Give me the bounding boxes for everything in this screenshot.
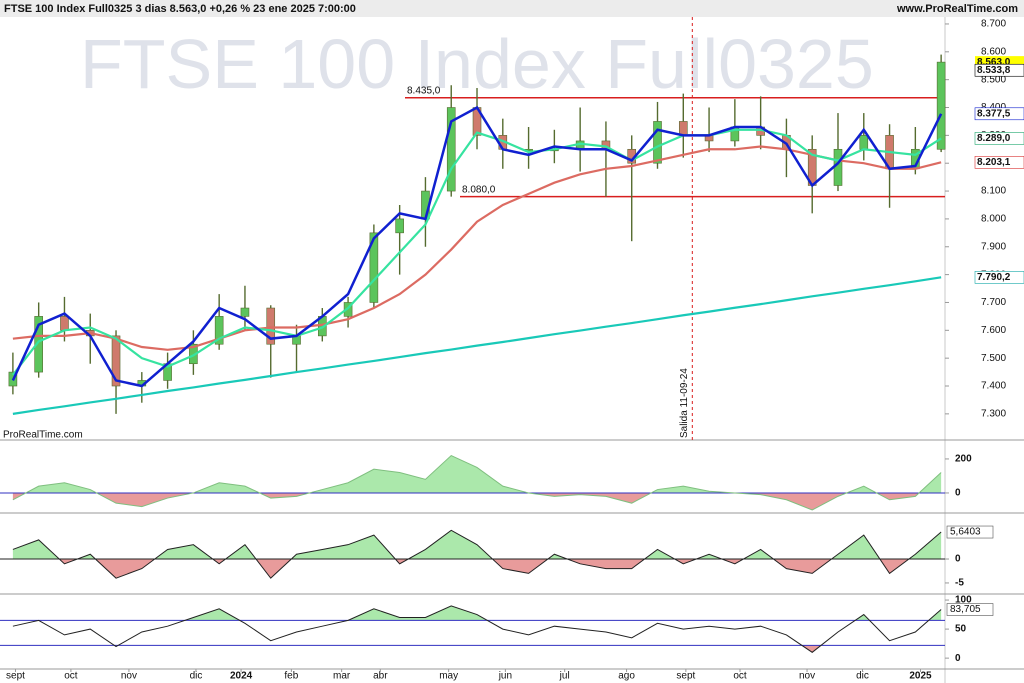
price-label-box xyxy=(974,271,1024,284)
y-tick-label: 7.700 xyxy=(981,297,1006,308)
credit: ProRealTime.com xyxy=(3,430,83,441)
y-tick-label: 8.500 xyxy=(981,74,1006,85)
x-tick-label: oct xyxy=(733,671,747,682)
y-tick-label: 100 xyxy=(955,595,972,606)
x-tick-label: 2025 xyxy=(909,671,932,682)
candle-body xyxy=(60,316,69,331)
y-tick-label: 0 xyxy=(955,488,961,499)
area-positive xyxy=(12,605,942,621)
price-label-box xyxy=(974,156,1024,169)
candle-body xyxy=(240,307,250,317)
value-label-box xyxy=(946,603,994,616)
y-tick-label: 0 xyxy=(955,554,961,565)
area-negative xyxy=(12,492,920,510)
price-label: 8.563,0 xyxy=(977,57,1011,68)
moving-average xyxy=(12,276,942,415)
x-tick-label: ago xyxy=(618,671,635,682)
x-tick-label: dic xyxy=(856,671,869,682)
y-tick-label: 7.600 xyxy=(981,325,1006,336)
y-tick-label: 7.300 xyxy=(981,409,1006,420)
x-tick-label: dic xyxy=(190,671,203,682)
area-negative xyxy=(12,559,942,579)
x-tick-label: abr xyxy=(373,671,388,682)
candle-body xyxy=(936,61,946,150)
y-tick-label: 7.900 xyxy=(981,241,1006,252)
support-label: 8.435,0 xyxy=(407,85,441,96)
candle-body xyxy=(111,335,121,387)
candle-body xyxy=(678,121,688,136)
candle-body xyxy=(369,232,379,303)
x-tick-label: nov xyxy=(799,671,815,682)
source[interactable]: www.ProRealTime.com xyxy=(896,3,1018,15)
y-tick-label: 7.500 xyxy=(981,353,1006,364)
area-positive xyxy=(12,455,942,493)
x-tick-label: nov xyxy=(121,671,137,682)
x-tick-label: may xyxy=(439,671,458,682)
price-label-box xyxy=(974,63,1024,77)
y-tick-label: 8.000 xyxy=(981,214,1006,225)
y-tick-label: 8.100 xyxy=(981,186,1006,197)
candle-body xyxy=(214,316,224,345)
y-tick-label: 50 xyxy=(955,624,967,635)
x-tick-label: jun xyxy=(498,671,512,682)
price-label-box xyxy=(974,132,1024,145)
indicator-line xyxy=(12,605,942,653)
y-tick-label: 8.600 xyxy=(981,46,1006,57)
candle-body xyxy=(653,121,662,164)
x-tick-label: jul xyxy=(559,671,570,682)
header-bar xyxy=(0,0,1024,17)
candle-body xyxy=(266,307,276,345)
y-tick-label: -5 xyxy=(955,578,964,589)
x-tick-label: sept xyxy=(6,671,25,682)
y-tick-label: 0 xyxy=(955,653,961,664)
y-tick-label: 7.400 xyxy=(981,381,1006,392)
candle-body xyxy=(395,218,404,234)
moving-average xyxy=(12,128,942,376)
x-tick-label: oct xyxy=(64,671,78,682)
x-tick-label: sept xyxy=(676,671,695,682)
y-tick-label: 200 xyxy=(955,454,972,465)
price-label: 8.533,8 xyxy=(977,65,1011,76)
price-label-box xyxy=(974,107,1024,121)
candle-body xyxy=(446,107,456,192)
price-label: 8.377,5 xyxy=(977,108,1011,119)
value-label-box xyxy=(946,525,994,539)
candle-body xyxy=(343,302,353,317)
event-label: Salida 11-09-24 xyxy=(679,368,690,438)
x-tick-label: feb xyxy=(284,671,298,682)
moving-average xyxy=(11,105,943,388)
price-label: 8.289,0 xyxy=(977,133,1011,144)
candle-body xyxy=(859,135,869,150)
x-tick-label: 2024 xyxy=(230,671,253,682)
candle-body xyxy=(34,316,43,373)
moving-average xyxy=(12,145,942,351)
x-tick-label: mar xyxy=(333,671,351,682)
chart-title: FTSE 100 Index Full0325 3 dias 8.563,0 +… xyxy=(4,3,356,15)
indicator-line xyxy=(12,529,942,579)
price-label: 7.790,2 xyxy=(977,272,1011,283)
value-label: 5,6403 xyxy=(950,527,981,538)
support-label: 8.080,0 xyxy=(462,184,496,195)
indicator-line xyxy=(12,454,942,511)
value-label: 83,705 xyxy=(950,604,981,615)
y-tick-label: 8.700 xyxy=(981,19,1006,30)
candle-body xyxy=(833,148,843,186)
price-label: 8.203,1 xyxy=(977,157,1011,168)
